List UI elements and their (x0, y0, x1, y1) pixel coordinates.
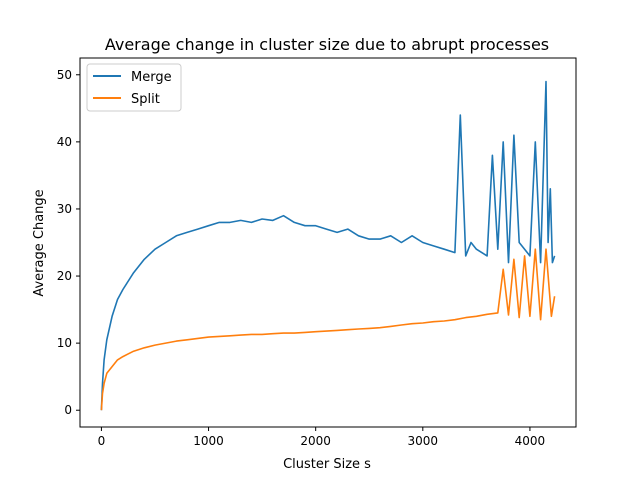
legend-label-merge: Merge (131, 70, 172, 85)
x-tick-label: 1000 (193, 434, 224, 448)
plot-frame (79, 57, 577, 428)
y-tick-label: 50 (57, 68, 72, 82)
x-tick-label: 3000 (408, 434, 439, 448)
series-line-merge (100, 80, 556, 411)
x-axis-label: Cluster Size s (283, 457, 371, 472)
y-tick-label: 10 (57, 336, 72, 350)
y-axis: 0 10 20 30 40 50 (57, 68, 80, 417)
x-tick-label: 2000 (300, 434, 331, 448)
x-tick-label: 4000 (515, 434, 546, 448)
legend-label-split: Split (131, 92, 160, 107)
y-tick-label: 40 (57, 135, 72, 149)
y-tick-label: 30 (57, 202, 72, 216)
series-line-split (100, 248, 556, 411)
plot-lines (100, 80, 556, 411)
y-axis-label: Average Change (32, 189, 47, 296)
x-tick-label: 0 (98, 434, 106, 448)
chart-title: Average change in cluster size due to ab… (105, 35, 549, 54)
y-tick-label: 0 (64, 403, 72, 417)
y-tick-label: 20 (57, 269, 72, 283)
legend: Merge Split (86, 63, 182, 112)
x-axis: 0 1000 2000 3000 4000 (98, 427, 546, 448)
